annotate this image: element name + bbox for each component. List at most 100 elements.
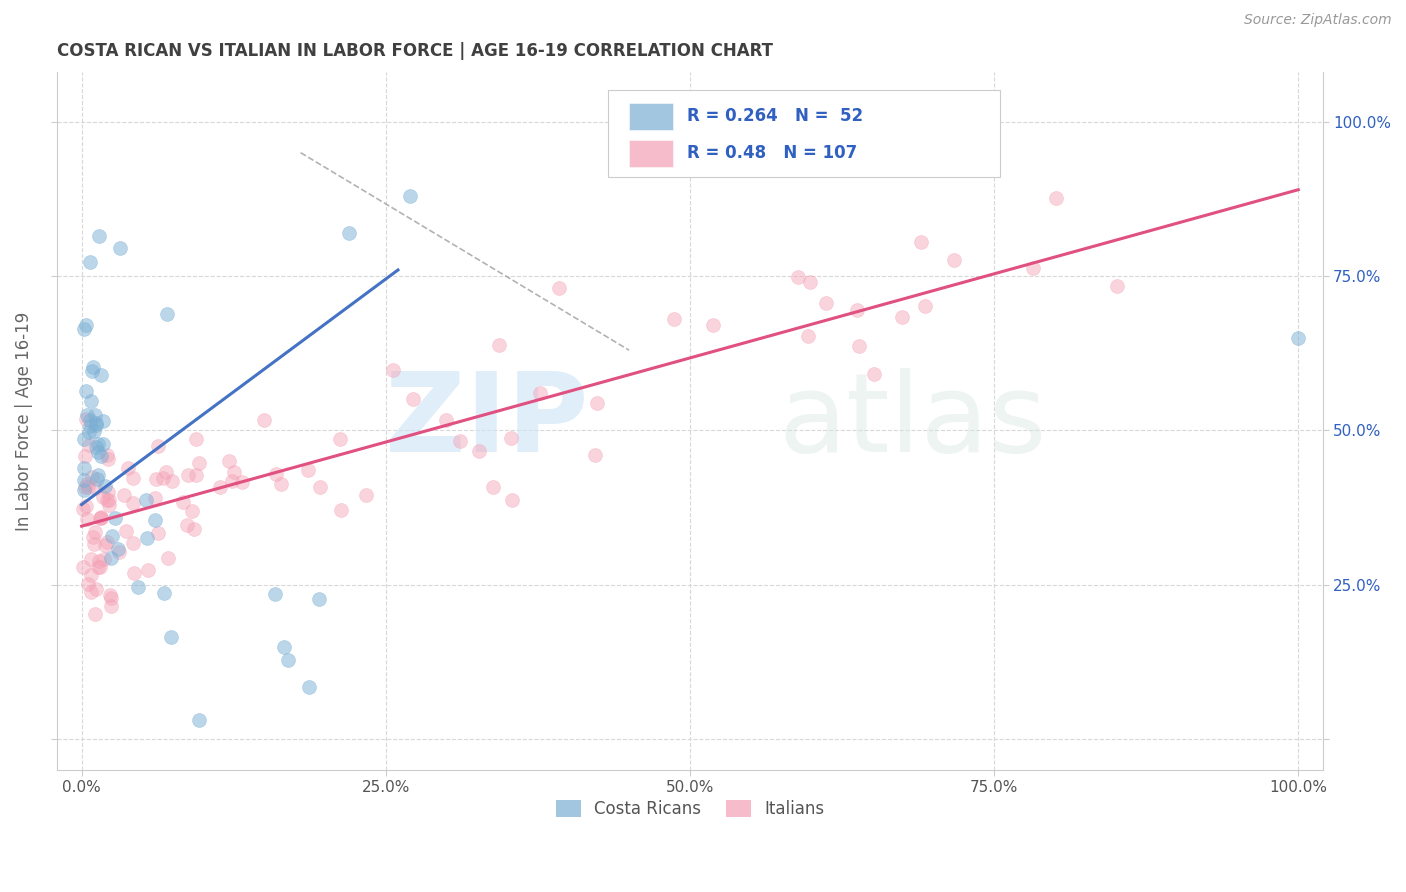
Italians [90, 510, 112, 524]
Costa Ricans [84, 417, 107, 431]
Costa Ricans [76, 409, 98, 423]
Italians [96, 484, 118, 499]
Costa Ricans [273, 640, 295, 655]
Italians [188, 456, 211, 470]
Italians [75, 499, 97, 513]
Italians [148, 439, 170, 453]
Costa Ricans [79, 255, 101, 269]
Italians [863, 368, 886, 382]
Italians [499, 432, 522, 446]
Italians [160, 475, 183, 489]
Costa Ricans [337, 226, 360, 240]
Italians [96, 448, 118, 462]
Costa Ricans [87, 444, 110, 458]
Italians [75, 411, 97, 425]
Italians [114, 524, 136, 538]
Italians [253, 412, 276, 426]
Italians [501, 493, 523, 508]
Italians [117, 461, 139, 475]
Italians [80, 552, 103, 566]
Italians [96, 535, 118, 549]
Italians [76, 512, 98, 526]
Italians [786, 270, 808, 285]
Italians [91, 490, 114, 504]
Costa Ricans [91, 414, 114, 428]
Costa Ricans [104, 511, 127, 525]
Italians [80, 469, 103, 483]
Italians [76, 477, 98, 491]
Text: R = 0.48   N = 107: R = 0.48 N = 107 [688, 145, 858, 162]
Italians [1105, 278, 1128, 293]
Costa Ricans [73, 483, 96, 497]
Costa Ricans [86, 472, 108, 486]
Italians [83, 537, 105, 551]
Italians [86, 582, 108, 597]
Italians [75, 450, 97, 464]
Italians [231, 475, 253, 490]
Costa Ricans [73, 473, 96, 487]
Italians [329, 432, 352, 446]
Italians [89, 511, 111, 525]
Italians [98, 588, 121, 602]
Italians [76, 480, 98, 494]
Costa Ricans [80, 394, 103, 409]
Italians [108, 545, 131, 559]
Costa Ricans [110, 241, 132, 255]
Costa Ricans [87, 467, 110, 482]
Italians [96, 493, 118, 508]
Costa Ricans [145, 513, 167, 527]
Costa Ricans [84, 440, 107, 454]
Italians [112, 488, 135, 502]
Text: R = 0.264   N =  52: R = 0.264 N = 52 [688, 107, 863, 126]
Costa Ricans [89, 229, 111, 244]
Costa Ricans [84, 418, 107, 433]
Italians [83, 481, 105, 495]
Costa Ricans [73, 322, 96, 336]
Italians [72, 559, 94, 574]
Italians [488, 338, 510, 352]
Costa Ricans [91, 437, 114, 451]
Costa Ricans [159, 630, 181, 644]
Costa Ricans [93, 479, 115, 493]
Costa Ricans [83, 424, 105, 438]
Italians [73, 480, 96, 494]
Italians [183, 522, 205, 536]
Italians [309, 480, 332, 494]
Costa Ricans [79, 419, 101, 434]
Italians [79, 438, 101, 452]
Italians [702, 318, 724, 332]
Italians [87, 560, 110, 574]
Costa Ricans [127, 580, 149, 594]
Italians [84, 524, 107, 539]
Costa Ricans [101, 529, 124, 543]
Costa Ricans [399, 189, 422, 203]
Costa Ricans [276, 653, 298, 667]
FancyBboxPatch shape [607, 90, 1000, 178]
Italians [529, 385, 551, 400]
Costa Ricans [73, 460, 96, 475]
Italians [80, 585, 103, 599]
Italians [97, 498, 120, 512]
Italians [172, 495, 194, 509]
Italians [354, 487, 377, 501]
Italians [100, 591, 122, 606]
Italians [94, 538, 117, 552]
Italians [814, 296, 837, 310]
Italians [1022, 260, 1045, 275]
Italians [184, 468, 207, 483]
Italians [143, 491, 166, 506]
Costa Ricans [75, 318, 97, 332]
Costa Ricans [79, 413, 101, 427]
Italians [297, 463, 319, 477]
Italians [481, 479, 503, 493]
Italians [796, 328, 818, 343]
Costa Ricans [679, 145, 702, 160]
Italians [548, 281, 571, 295]
Costa Ricans [156, 307, 179, 321]
Italians [157, 551, 180, 566]
Costa Ricans [79, 425, 101, 440]
Italians [449, 434, 471, 449]
Costa Ricans [82, 359, 104, 374]
Italians [845, 302, 868, 317]
Italians [585, 396, 607, 410]
